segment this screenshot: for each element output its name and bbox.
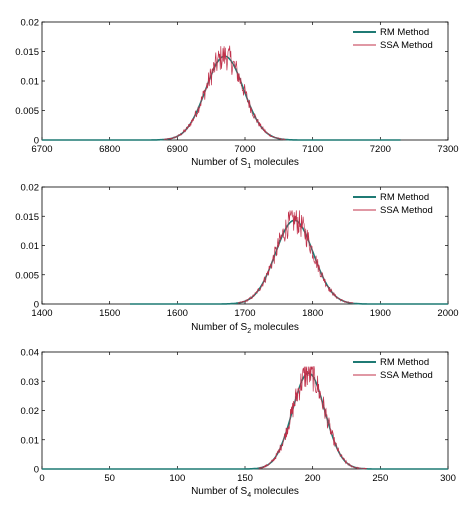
x-tick-label: 1600: [167, 308, 188, 319]
chart-panel-1: 6700 6800 6900 7000 7100 7200 7300 0 0.005 0.01 0.…: [15, 18, 458, 171]
series-line-ssa-method: [258, 366, 367, 470]
y-tick-label: 0: [34, 136, 39, 147]
x-tick-label: 150: [237, 473, 253, 484]
x-tick-label: 7000: [234, 144, 255, 155]
x-tick-label: 300: [440, 473, 456, 484]
y-tick-label: 0.005: [15, 106, 39, 117]
y-tick-label: 0.03: [21, 377, 40, 388]
x-tick-label: 250: [372, 473, 388, 484]
x-tick-label: 1900: [370, 308, 391, 319]
y-tick-label: 0.005: [15, 270, 39, 281]
y-tick-label: 0.02: [21, 183, 40, 194]
y-tick-label: 0.015: [15, 47, 39, 58]
x-axis-label: Number of S4 molecules: [191, 486, 299, 499]
x-tick-label: 1500: [99, 308, 120, 319]
x-tick-label: 6900: [167, 144, 188, 155]
x-tick-label: 1400: [31, 308, 52, 319]
y-tick-label: 0: [34, 465, 39, 476]
legend-label: RM Method: [380, 27, 429, 38]
legend-label: SSA Method: [380, 370, 433, 381]
series-line-ssa-method: [163, 45, 286, 141]
x-tick-label: 7300: [437, 144, 458, 155]
y-tick-label: 0: [34, 300, 39, 311]
x-tick-label: 6700: [31, 144, 52, 155]
x-tick-label: 100: [169, 473, 185, 484]
chart-panel-2: 1400 1500 1600 1700 1800 1900 2000 0 0.005 0.01 0.…: [15, 183, 458, 336]
legend: RM Method SSA Method: [353, 357, 433, 381]
x-axis-label: Number of S1 molecules: [191, 157, 299, 170]
x-axis-label: Number of S2 molecules: [191, 322, 299, 335]
x-tick-label: 7100: [302, 144, 323, 155]
legend: RM Method SSA Method: [353, 192, 433, 216]
legend: RM Method SSA Method: [353, 27, 433, 51]
x-tick-label: 6800: [99, 144, 120, 155]
series-line-rm-method: [130, 219, 448, 305]
legend-label: RM Method: [380, 357, 429, 368]
y-tick-label: 0.04: [21, 348, 40, 359]
legend-label: RM Method: [380, 192, 429, 203]
x-tick-label: 7200: [370, 144, 391, 155]
legend-label: SSA Method: [380, 205, 433, 216]
x-tick-label: 1800: [302, 308, 323, 319]
y-tick-label: 0.02: [21, 18, 40, 29]
x-tick-label: 0: [39, 473, 44, 484]
y-tick-label: 0.01: [21, 77, 40, 88]
x-tick-label: 50: [104, 473, 115, 484]
y-tick-label: 0.01: [21, 241, 40, 252]
x-tick-label: 2000: [437, 308, 458, 319]
y-tick-label: 0.015: [15, 212, 39, 223]
series-line-ssa-method: [237, 210, 354, 304]
legend-label: SSA Method: [380, 40, 433, 51]
chart-panel-3: 0 50 100 150 200 250 300 0 0.01 0.02 0.03 0.04 Numbe…: [21, 348, 456, 500]
series-line-rm-method: [42, 372, 448, 470]
y-tick-label: 0.01: [21, 435, 40, 446]
x-tick-label: 200: [305, 473, 321, 484]
y-tick-label: 0.02: [21, 406, 40, 417]
x-tick-label: 1700: [234, 308, 255, 319]
